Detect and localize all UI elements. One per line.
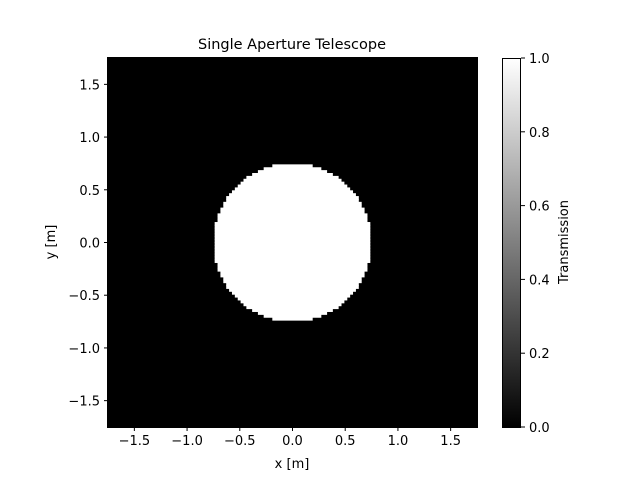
colorbar: 0.0 0.2 0.4 0.6 0.8 1.0 Transmission [502, 52, 572, 436]
aperture-row [272, 164, 313, 168]
aperture-row [223, 279, 362, 284]
aperture-row [226, 282, 359, 287]
aperture-row [214, 242, 371, 246]
y-axis: −1.5 −1.0 −0.5 0.0 0.5 1.0 1.5 [68, 78, 108, 410]
aperture-row [214, 245, 371, 249]
aperture-row [217, 219, 368, 223]
colorbar-tick-label: 0.6 [529, 200, 550, 215]
aperture-row [214, 230, 371, 235]
x-tick-label: −1.0 [171, 434, 203, 449]
x-tick-label: −1.5 [119, 434, 151, 449]
aperture-row [234, 294, 351, 298]
x-tick-label: 0.5 [335, 434, 356, 449]
aperture-row [240, 299, 345, 304]
x-tick-label: 0.0 [282, 434, 303, 449]
aperture-row [243, 178, 342, 183]
x-tick-label: −0.5 [224, 434, 256, 449]
aperture-row [217, 262, 368, 266]
aperture-row [220, 207, 365, 212]
aperture-row [223, 276, 362, 281]
aperture-row [240, 181, 345, 186]
colorbar-tick-label: 1.0 [529, 52, 550, 67]
aperture-row [252, 173, 333, 177]
y-axis-label: y [m] [44, 225, 59, 260]
colorbar-tick-label: 0.0 [529, 421, 550, 436]
aperture-row [234, 187, 351, 191]
aperture-row [220, 273, 365, 278]
y-tick-label: −1.5 [68, 395, 100, 410]
chart-title: Single Aperture Telescope [198, 37, 386, 53]
y-tick-label: −0.5 [68, 289, 100, 304]
aperture-row [263, 314, 322, 318]
aperture-row [231, 190, 354, 194]
y-tick-label: 0.5 [79, 184, 100, 199]
aperture-row [223, 201, 362, 206]
aperture-row [231, 291, 354, 295]
aperture-row [214, 250, 371, 255]
aperture-row [214, 236, 371, 240]
aperture-row [217, 216, 368, 220]
aperture-row [237, 184, 348, 189]
aperture-row [226, 285, 359, 289]
aperture-row [214, 222, 371, 226]
colorbar-ticks: 0.0 0.2 0.4 0.6 0.8 1.0 [521, 52, 550, 436]
aperture-row [217, 265, 368, 269]
colorbar-gradient [502, 58, 521, 428]
aperture-row [252, 308, 333, 312]
y-tick-label: 1.5 [79, 78, 100, 93]
aperture-row [217, 268, 368, 272]
aperture-row [214, 227, 371, 232]
aperture-row [214, 253, 371, 258]
aperture-row [243, 302, 342, 307]
colorbar-label: Transmission [557, 200, 572, 285]
aperture-row [237, 296, 348, 301]
x-axis-label: x [m] [275, 457, 310, 472]
aperture-row [257, 311, 328, 315]
aperture-row [246, 175, 339, 180]
aperture-row [214, 259, 371, 263]
heatmap-image [108, 58, 477, 427]
aperture-row [214, 224, 371, 229]
aperture-row [229, 193, 356, 197]
colorbar-tick-label: 0.8 [529, 126, 550, 141]
aperture-row [263, 167, 322, 171]
x-axis: −1.5 −1.0 −0.5 0.0 0.5 1.0 1.5 [119, 427, 461, 449]
aperture-row [229, 288, 356, 292]
aperture-row [214, 233, 371, 238]
plot-area [107, 57, 478, 428]
y-tick-label: 0.0 [79, 237, 100, 252]
aperture-row [214, 256, 371, 261]
aperture-row [214, 247, 371, 252]
x-tick-label: 1.0 [388, 434, 409, 449]
colorbar-tick-label: 0.2 [529, 347, 550, 362]
y-tick-label: −1.0 [68, 342, 100, 357]
aperture-row [220, 271, 365, 275]
aperture-row [226, 198, 359, 203]
aperture-row [217, 213, 368, 217]
x-tick-label: 1.5 [440, 434, 461, 449]
y-tick-label: 1.0 [79, 131, 100, 146]
aperture-row [223, 204, 362, 209]
aperture-row [214, 239, 371, 243]
aperture-row [246, 305, 339, 310]
aperture-row [257, 170, 328, 174]
aperture-row [226, 196, 359, 200]
aperture-row [272, 317, 313, 321]
aperture-row [220, 210, 365, 214]
colorbar-tick-label: 0.4 [529, 273, 550, 288]
